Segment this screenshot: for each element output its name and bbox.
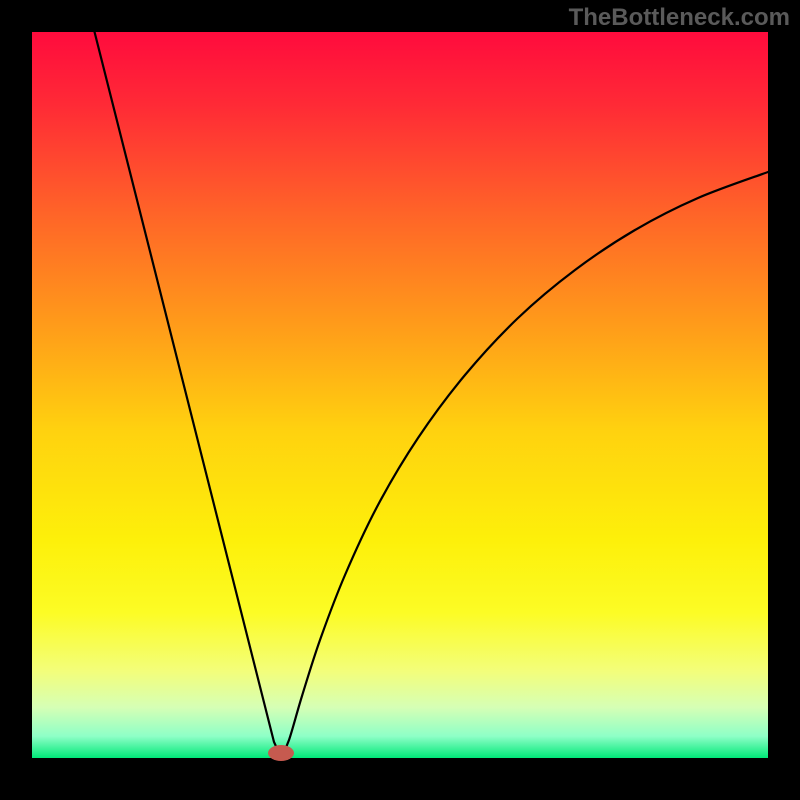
vertex-marker [268,745,294,761]
chart-container: TheBottleneck.com [0,0,800,800]
right-curve [281,172,768,757]
watermark-text: TheBottleneck.com [569,4,790,32]
curve-layer [0,0,800,800]
left-curve [90,14,281,757]
